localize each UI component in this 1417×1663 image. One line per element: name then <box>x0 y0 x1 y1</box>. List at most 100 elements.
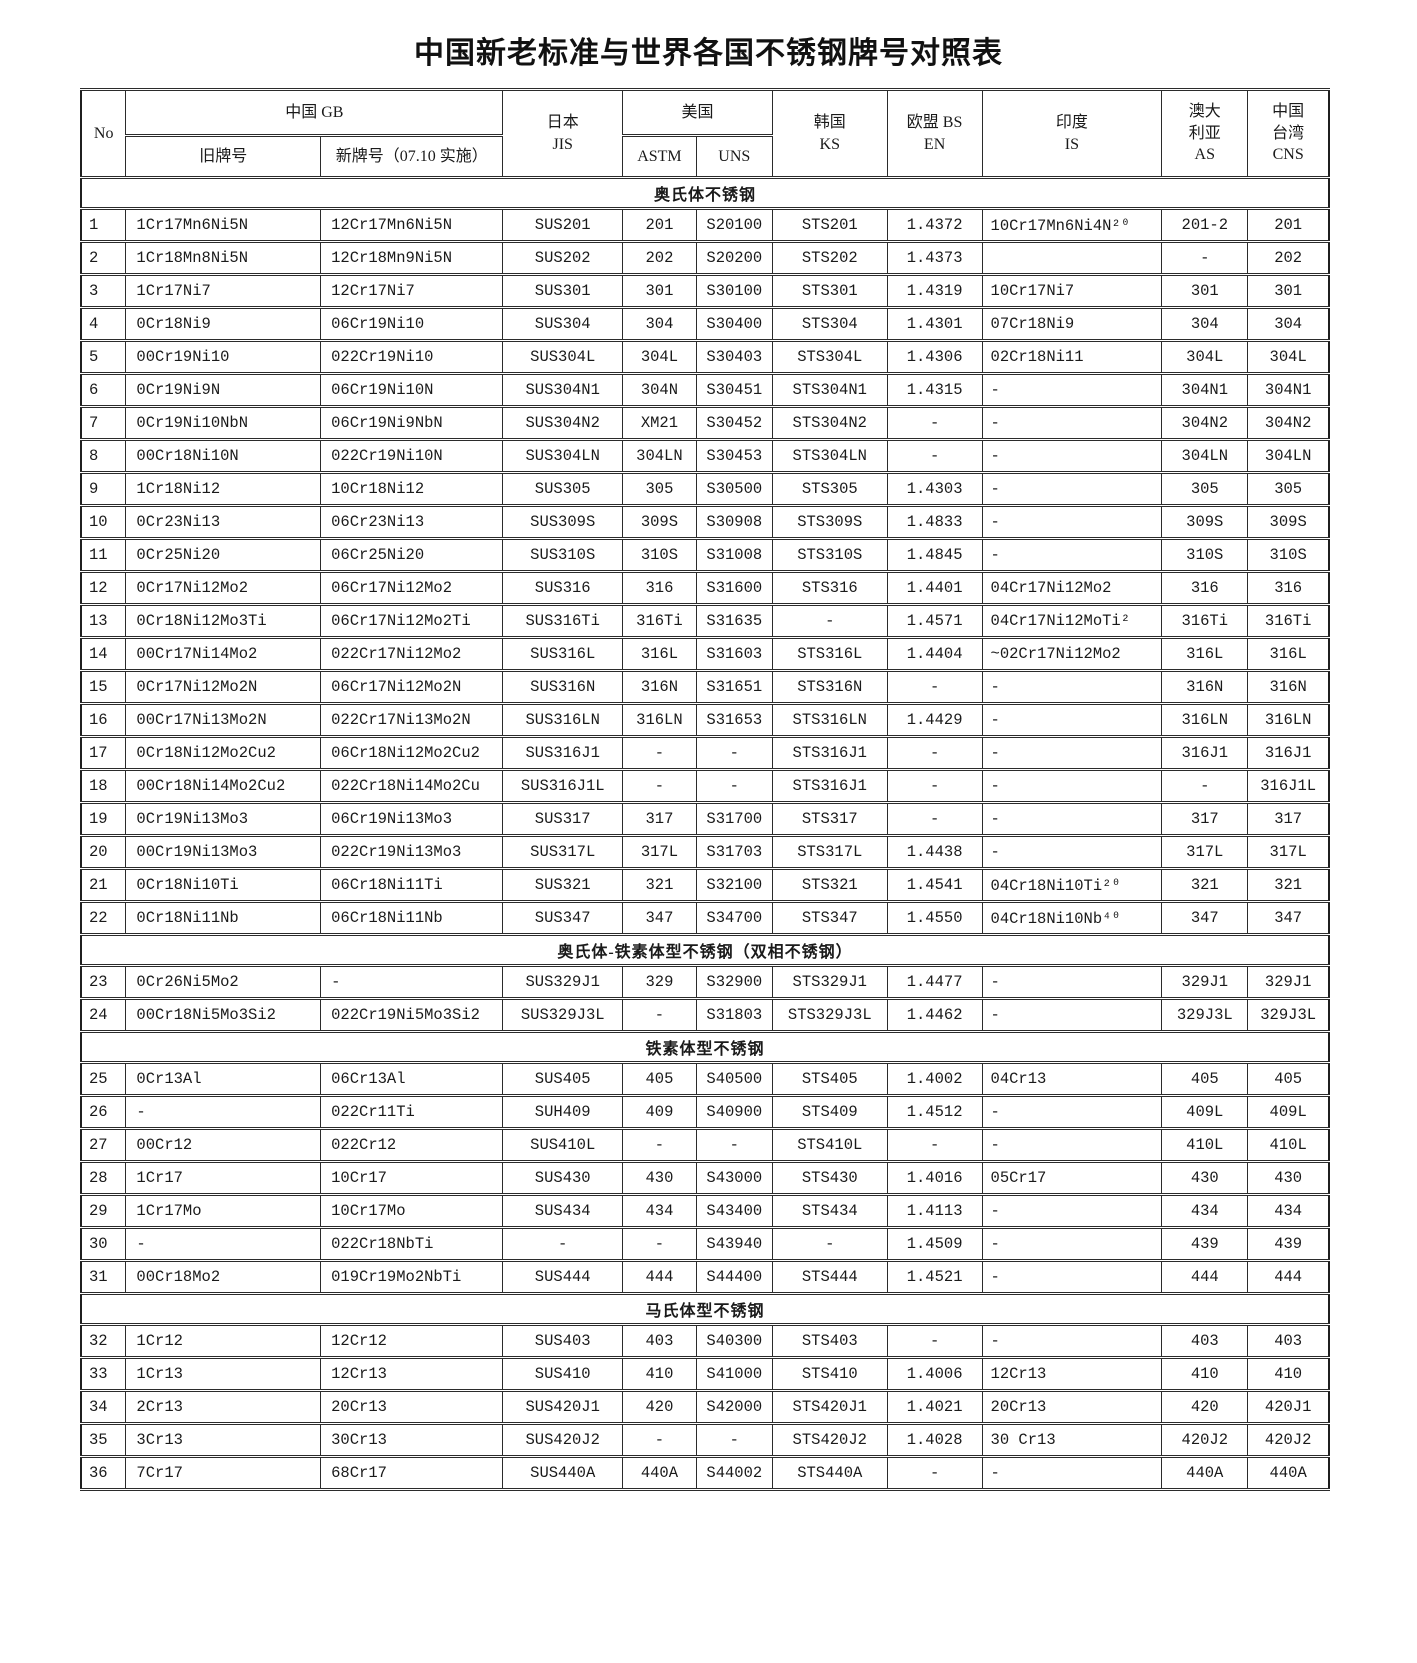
cell-gb-old: 0Cr19Ni9N <box>125 372 322 408</box>
cell-gb-old: 00Cr19Ni10 <box>125 339 322 375</box>
cell-cns: 347 <box>1247 900 1330 936</box>
cell-jis: SUS410 <box>502 1356 624 1392</box>
header-taiwan-line1: 中国 <box>1272 103 1305 121</box>
cell-gb-new: 30Cr13 <box>320 1422 504 1458</box>
cell-en: 1.4438 <box>886 834 983 870</box>
header-japan-line2: JIS <box>552 135 573 153</box>
cell-gb-old: 1Cr18Mn8Ni5N <box>125 240 322 276</box>
header-australia-line2: 利亚 <box>1188 124 1221 142</box>
cell-uns: S30100 <box>695 273 773 309</box>
cell-jis: SUS329J1 <box>502 964 624 1000</box>
cell-uns: - <box>695 768 773 804</box>
cell-uns: - <box>695 1127 773 1163</box>
cell-as: - <box>1161 240 1249 276</box>
cell-astm: 420 <box>622 1389 697 1425</box>
cell-no: 11 <box>80 537 127 573</box>
cell-is: - <box>981 1226 1163 1262</box>
cell-ks: STS434 <box>771 1193 888 1229</box>
cell-jis: SUS202 <box>502 240 624 276</box>
cell-jis: SUS304N1 <box>502 372 624 408</box>
cell-no: 23 <box>80 964 127 1000</box>
cell-no: 8 <box>80 438 127 474</box>
table-row: 16 00Cr17Ni13Mo2N 022Cr17Ni13Mo2N SUS316LN 3… <box>80 702 1330 738</box>
cell-no: 31 <box>80 1259 127 1295</box>
cell-gb-new: 022Cr17Ni12Mo2 <box>320 636 504 672</box>
cell-en: 1.4429 <box>886 702 983 738</box>
table-row: 33 1Cr13 12Cr13 SUS410 410 S41000 STS410 1.4006… <box>80 1356 1330 1392</box>
cell-ks: STS316J1 <box>771 768 888 804</box>
cell-no: 29 <box>80 1193 127 1229</box>
cell-as: 316J1 <box>1161 735 1249 771</box>
cell-no: 35 <box>80 1422 127 1458</box>
table-row: 18 00Cr18Ni14Mo2Cu2 022Cr18Ni14Mo2Cu SUS316… <box>80 768 1330 804</box>
header-taiwan-cns: 中国 台湾 CNS <box>1247 88 1330 179</box>
cell-cns: 434 <box>1247 1193 1330 1229</box>
cell-cns: 316 <box>1247 570 1330 606</box>
cell-is: - <box>981 504 1163 540</box>
cell-no: 3 <box>80 273 127 309</box>
cell-gb-old: 00Cr17Ni13Mo2N <box>125 702 322 738</box>
cell-gb-new: 06Cr23Ni13 <box>320 504 504 540</box>
header-korea-line2: KS <box>819 135 840 153</box>
cell-as: 304N1 <box>1161 372 1249 408</box>
cell-no: 19 <box>80 801 127 837</box>
cell-is: - <box>981 768 1163 804</box>
cell-en: 1.4845 <box>886 537 983 573</box>
cell-uns: S43000 <box>695 1160 773 1196</box>
cell-as: 304 <box>1161 306 1249 342</box>
cell-gb-old: 00Cr18Ni10N <box>125 438 322 474</box>
cell-en: - <box>886 405 983 441</box>
cell-no: 6 <box>80 372 127 408</box>
header-korea-ks: 韩国 KS <box>771 88 888 179</box>
cell-en: - <box>886 801 983 837</box>
table-row: 23 0Cr26Ni5Mo2- SUS329J1 329 S32900 STS329J1 1… <box>80 964 1330 1000</box>
cell-astm: 304N <box>622 372 697 408</box>
cell-gb-new: 12Cr13 <box>320 1356 504 1392</box>
cell-gb-new: 06Cr17Ni12Mo2 <box>320 570 504 606</box>
cell-gb-new: 022Cr11Ti <box>320 1094 504 1130</box>
cell-cns: 317 <box>1247 801 1330 837</box>
cell-ks: STS410L <box>771 1127 888 1163</box>
cell-cns: 403 <box>1247 1323 1330 1359</box>
cell-as: 316 <box>1161 570 1249 606</box>
cell-uns: S30453 <box>695 438 773 474</box>
cell-jis: SUS420J1 <box>502 1389 624 1425</box>
section-title: 铁素体型不锈钢 <box>80 1030 1330 1064</box>
cell-jis: SUS316 <box>502 570 624 606</box>
cell-uns: S31600 <box>695 570 773 606</box>
cell-uns: S31651 <box>695 669 773 705</box>
cell-is: 04Cr18Ni10Ti²⁰ <box>981 867 1163 903</box>
cell-no: 30 <box>80 1226 127 1262</box>
cell-cns: 316L <box>1247 636 1330 672</box>
cell-gb-new: 06Cr19Ni9NbN <box>320 405 504 441</box>
cell-astm: 316N <box>622 669 697 705</box>
cell-gb-old: 2Cr13 <box>125 1389 322 1425</box>
cell-uns: S44400 <box>695 1259 773 1295</box>
cell-ks: STS321 <box>771 867 888 903</box>
cell-jis: SUS405 <box>502 1061 624 1097</box>
table-row: 4 0Cr18Ni9 06Cr19Ni10 SUS304 304 S30400 STS304… <box>80 306 1330 342</box>
cell-en: 1.4372 <box>886 207 983 243</box>
table-row: 28 1Cr17 10Cr17 SUS430 430 S43000 STS430 1.4016… <box>80 1160 1330 1196</box>
cell-ks: STS305 <box>771 471 888 507</box>
cell-gb-old: 0Cr18Ni11Nb <box>125 900 322 936</box>
cell-astm: 304L <box>622 339 697 375</box>
cell-en: - <box>886 768 983 804</box>
cell-ks: STS309S <box>771 504 888 540</box>
header-no: No <box>80 88 127 179</box>
table-row: 19 0Cr19Ni13Mo3 06Cr19Ni13Mo3 SUS317 317 S317… <box>80 801 1330 837</box>
cell-ks: STS420J2 <box>771 1422 888 1458</box>
cell-en: 1.4462 <box>886 997 983 1033</box>
cell-ks: STS201 <box>771 207 888 243</box>
cell-ks: STS304L <box>771 339 888 375</box>
cell-ks: STS301 <box>771 273 888 309</box>
cell-gb-old: - <box>125 1226 322 1262</box>
cell-cns: 405 <box>1247 1061 1330 1097</box>
cell-jis: SUS309S <box>502 504 624 540</box>
cell-en: 1.4016 <box>886 1160 983 1196</box>
cell-jis: SUS304L <box>502 339 624 375</box>
cell-cns: 316J1 <box>1247 735 1330 771</box>
cell-cns: 410L <box>1247 1127 1330 1163</box>
cell-as: 444 <box>1161 1259 1249 1295</box>
